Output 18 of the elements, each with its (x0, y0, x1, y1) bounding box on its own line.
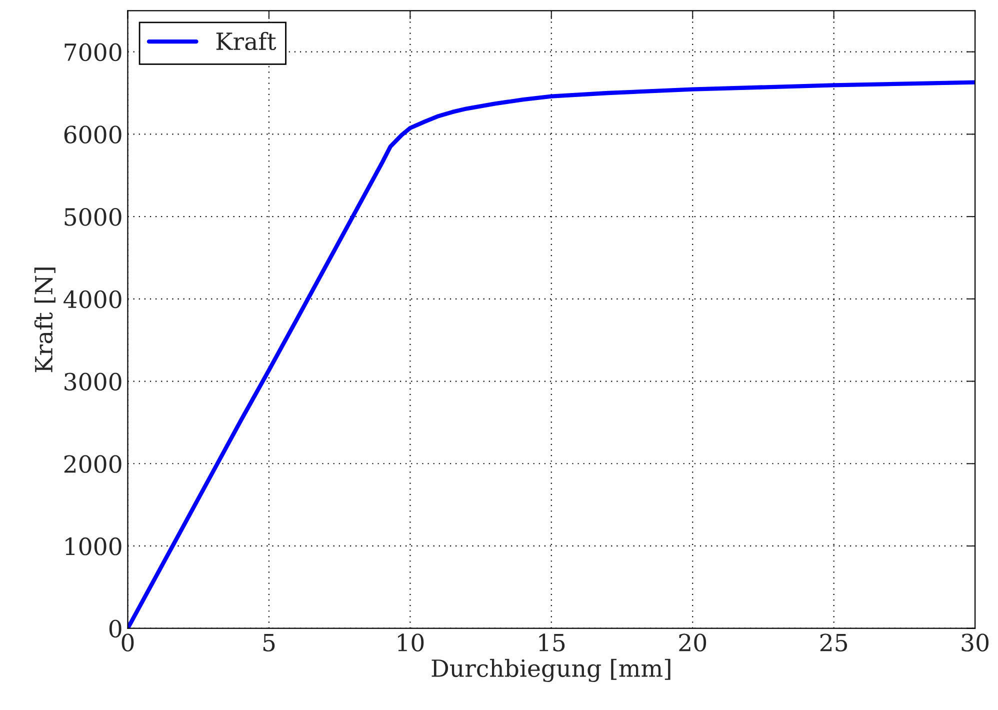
y-tick-label: 6000 (64, 126, 122, 144)
x-tick-label: 25 (820, 634, 848, 652)
x-tick-label: 30 (962, 634, 988, 652)
x-axis-title: Durchbiegung [mm] (432, 658, 670, 682)
y-tick-label: 3000 (64, 372, 122, 391)
y-tick-label: 5000 (64, 208, 122, 226)
y-tick-label: 7000 (64, 43, 122, 62)
x-tick-label: 15 (539, 634, 565, 652)
x-tick-label: 0 (122, 634, 134, 652)
y-axis-title: Kraft [N] (34, 268, 56, 372)
y-tick-label: 4000 (64, 290, 122, 308)
x-tick-label: 5 (263, 634, 275, 652)
x-tick-label: 20 (679, 634, 706, 652)
y-tick-label: 0 (109, 620, 122, 638)
y-tick-label: 2000 (64, 455, 122, 473)
legend-label: Kraft (216, 32, 276, 50)
y-tick-label: 1000 (66, 537, 122, 556)
x-tick-label: 10 (398, 634, 424, 652)
